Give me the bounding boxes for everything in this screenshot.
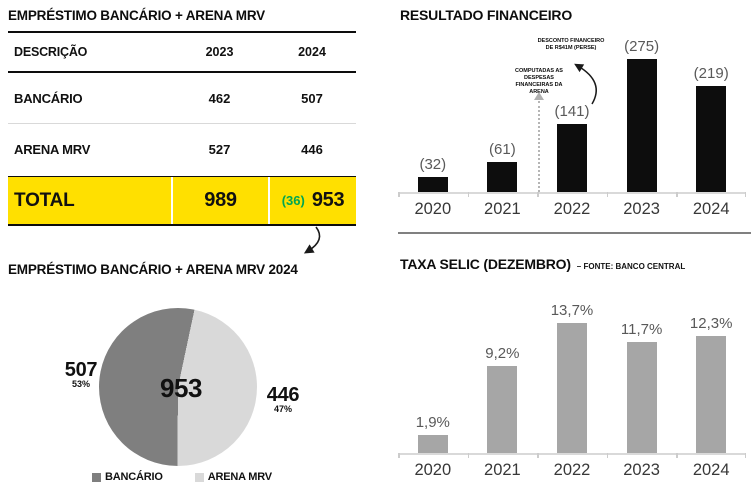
pie-pct-bancario: 53%: [71, 379, 90, 390]
table-row-bancario: BANCÁRIO 462 507: [8, 73, 356, 124]
selic-category-2024: 2024: [692, 461, 730, 479]
column-header-2023: 2023: [205, 45, 234, 59]
selic-chart-title-row: TAXA SELIC (DEZEMBRO) – FONTE: BANCO CEN…: [400, 256, 685, 272]
axis-tick: [398, 453, 400, 458]
selic-bar-2021: [487, 365, 518, 453]
legend-label: ARENA MRV: [207, 471, 272, 483]
total-value-2024: 953: [311, 189, 345, 211]
selic-value-label-2021: 9,2%: [485, 344, 520, 362]
dashed-arrowhead-icon: [534, 92, 544, 100]
pie-chart: [99, 308, 257, 466]
selic-value-label-2024: 12,3%: [689, 315, 733, 333]
resultado-value-label-2023: (275): [624, 38, 660, 55]
resultado-category-2021: 2021: [484, 200, 521, 218]
selic-bar-2020: [417, 434, 448, 453]
pie-label-bancario: 507 53%: [56, 360, 106, 390]
column-header-descricao: DESCRIÇÃO: [14, 45, 88, 59]
loan-table-header: DESCRIÇÃO 2023 2024: [8, 31, 356, 73]
selic-chart-title: TAXA SELIC (DEZEMBRO): [400, 256, 571, 272]
resultado-value-label-2021: (61): [489, 141, 516, 159]
resultado-bar-2022: [557, 123, 587, 192]
loan-table-section: EMPRÉSTIMO BANCÁRIO + ARENA MRV DESCRIÇÃ…: [8, 8, 356, 226]
resultado-value-label-2024: (219): [693, 65, 729, 83]
axis-tick: [676, 192, 678, 197]
axis-tick: [398, 192, 400, 197]
selic-category-2022: 2022: [553, 461, 591, 479]
selic-bar-2024: [696, 336, 727, 453]
x-axis-line: [398, 453, 746, 455]
axis-tick: [467, 192, 470, 197]
resultado-value-label-2020: (32): [419, 155, 447, 173]
axis-tick: [606, 453, 609, 458]
row-value-2023: 527: [208, 141, 231, 157]
total-delta-value: (36): [281, 193, 305, 208]
pie-pct-arena-mrv: 47%: [273, 404, 292, 415]
pie-value-arena-mrv: 446: [266, 384, 300, 406]
legend-swatch-light: [194, 472, 204, 482]
resultado-bar-2024: [696, 86, 727, 192]
selic-bar-2023: [626, 341, 657, 453]
resultado-chart-title: RESULTADO FINANCEIRO: [400, 7, 573, 23]
resultado-bar-2020: [417, 176, 448, 192]
row-value-2023: 462: [208, 90, 231, 106]
section-divider: [398, 232, 751, 234]
axis-tick: [744, 453, 746, 458]
pie-legend: BANCÁRIO ARENA MRV: [8, 471, 356, 483]
total-label: TOTAL: [14, 189, 75, 211]
column-header-2024: 2024: [298, 45, 326, 59]
selic-bar-2022: [557, 323, 587, 453]
selic-category-2023: 2023: [623, 461, 660, 479]
selic-value-label-2022: 13,7%: [550, 302, 594, 319]
x-axis-line: [398, 192, 746, 194]
selic-value-label-2023: 11,7%: [620, 320, 663, 338]
axis-tick: [467, 453, 470, 458]
row-label: BANCÁRIO: [14, 90, 83, 106]
curved-arrow-up-icon: [574, 63, 597, 105]
axis-tick: [537, 453, 539, 458]
selic-chart-source: – FONTE: BANCO CENTRAL: [576, 262, 686, 271]
resultado-bar-chart: COMPUTADAS AS DESPESAS FINANCEIRAS DA AR…: [398, 22, 751, 232]
pie-label-arena-mrv: 446 47%: [258, 385, 308, 415]
axis-tick: [744, 192, 746, 197]
resultado-category-2022: 2022: [553, 200, 591, 218]
selic-category-2020: 2020: [414, 461, 452, 479]
pie-value-bancario: 507: [64, 359, 98, 381]
legend-label: BANCÁRIO: [105, 471, 163, 483]
selic-value-label-2020: 1,9%: [415, 413, 450, 431]
total-value-2023: 989: [204, 189, 237, 211]
dashed-guide-line: [538, 101, 540, 192]
resultado-value-label-2022: (141): [554, 102, 590, 120]
table-total-row: TOTAL 989 (36) 953: [8, 176, 356, 226]
annotation-desconto: DESCONTO FINANCEIRO DE R$41M (PERSE): [537, 38, 605, 51]
selic-category-2021: 2021: [484, 461, 521, 479]
pie-center-total: 953: [160, 373, 202, 403]
row-value-2024: 507: [301, 90, 323, 106]
legend-item-bancario: BANCÁRIO: [92, 471, 163, 483]
resultado-category-2024: 2024: [692, 200, 730, 218]
row-value-2024: 446: [301, 141, 323, 157]
axis-tick: [676, 453, 678, 458]
loan-table-title: EMPRÉSTIMO BANCÁRIO + ARENA MRV: [8, 8, 265, 23]
table-row-arena-mrv: ARENA MRV 527 446: [8, 124, 356, 174]
legend-swatch-dark: [92, 472, 102, 482]
selic-bar-chart: 1,9% 2020 9,2% 2021 13,7% 2022 11,7% 2023 12,3% 2…: [398, 285, 751, 490]
legend-item-arena-mrv: ARENA MRV: [194, 471, 272, 483]
curved-arrow-down-icon: [303, 226, 321, 254]
pie-chart-title: EMPRÉSTIMO BANCÁRIO + ARENA MRV 2024: [8, 262, 298, 277]
resultado-bar-2021: [487, 162, 518, 192]
axis-tick: [606, 192, 609, 197]
resultado-category-2023: 2023: [623, 200, 660, 218]
resultado-category-2020: 2020: [414, 200, 452, 218]
resultado-bar-2023: [626, 59, 657, 192]
row-label: ARENA MRV: [14, 141, 91, 157]
axis-tick: [537, 192, 539, 197]
